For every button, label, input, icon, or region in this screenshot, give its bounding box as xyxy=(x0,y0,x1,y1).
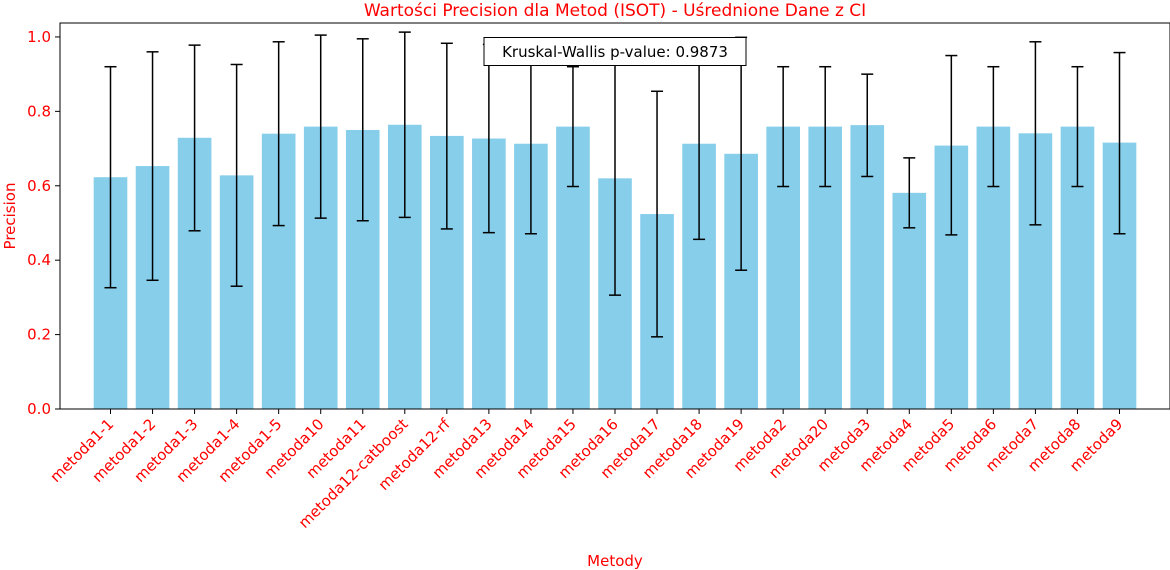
error-bar-metoda17 xyxy=(651,90,664,338)
error-bar-metoda1-5 xyxy=(272,41,285,227)
x-axis-label: Metody xyxy=(587,552,643,570)
y-tick-label: 1.0 xyxy=(27,28,51,46)
y-tick-label: 0.6 xyxy=(27,177,51,195)
error-bar-metoda4 xyxy=(903,157,916,229)
error-bar-metoda10 xyxy=(314,34,327,219)
annotation-text: Kruskal-Wallis p-value: 0.9873 xyxy=(502,43,728,61)
bars-group xyxy=(93,124,1137,410)
y-tick-label: 0.0 xyxy=(27,400,51,418)
y-tick-label: 0.4 xyxy=(27,251,51,269)
annotation-box: Kruskal-Wallis p-value: 0.9873 xyxy=(483,37,747,66)
chart-title: Wartości Precision dla Metod (ISOT) - Uś… xyxy=(364,1,866,21)
error-bar-metoda8 xyxy=(1071,65,1084,188)
y-axis-label: Precision xyxy=(1,183,19,250)
error-bars-group xyxy=(104,31,1126,338)
error-bar-metoda12-rf xyxy=(440,42,453,230)
error-bar-metoda1-2 xyxy=(146,51,159,282)
error-bar-metoda3 xyxy=(861,73,874,178)
error-bar-metoda12-catboost xyxy=(398,31,411,219)
plot-frame xyxy=(59,22,1170,410)
error-bar-metoda15 xyxy=(566,65,579,188)
error-bar-metoda1-3 xyxy=(188,44,201,232)
error-bar-metoda20 xyxy=(819,65,832,188)
y-tick-label: 0.8 xyxy=(27,102,51,120)
x-axis: metoda1-1metoda1-2metoda1-3metoda1-4meto… xyxy=(47,409,1126,532)
error-bar-metoda1-1 xyxy=(104,65,117,289)
error-bar-metoda5 xyxy=(945,54,958,236)
error-bar-metoda2 xyxy=(777,65,790,188)
y-axis: 0.0 0.2 0.4 0.6 0.8 1.0 xyxy=(27,28,60,418)
error-bar-metoda9 xyxy=(1113,51,1126,235)
error-bar-metoda1-4 xyxy=(230,63,243,287)
error-bar-metoda7 xyxy=(1029,41,1042,226)
error-bar-metoda6 xyxy=(987,65,1000,188)
y-tick-label: 0.2 xyxy=(27,326,51,344)
bar-metoda4 xyxy=(892,192,927,409)
error-bar-metoda11 xyxy=(356,38,369,222)
